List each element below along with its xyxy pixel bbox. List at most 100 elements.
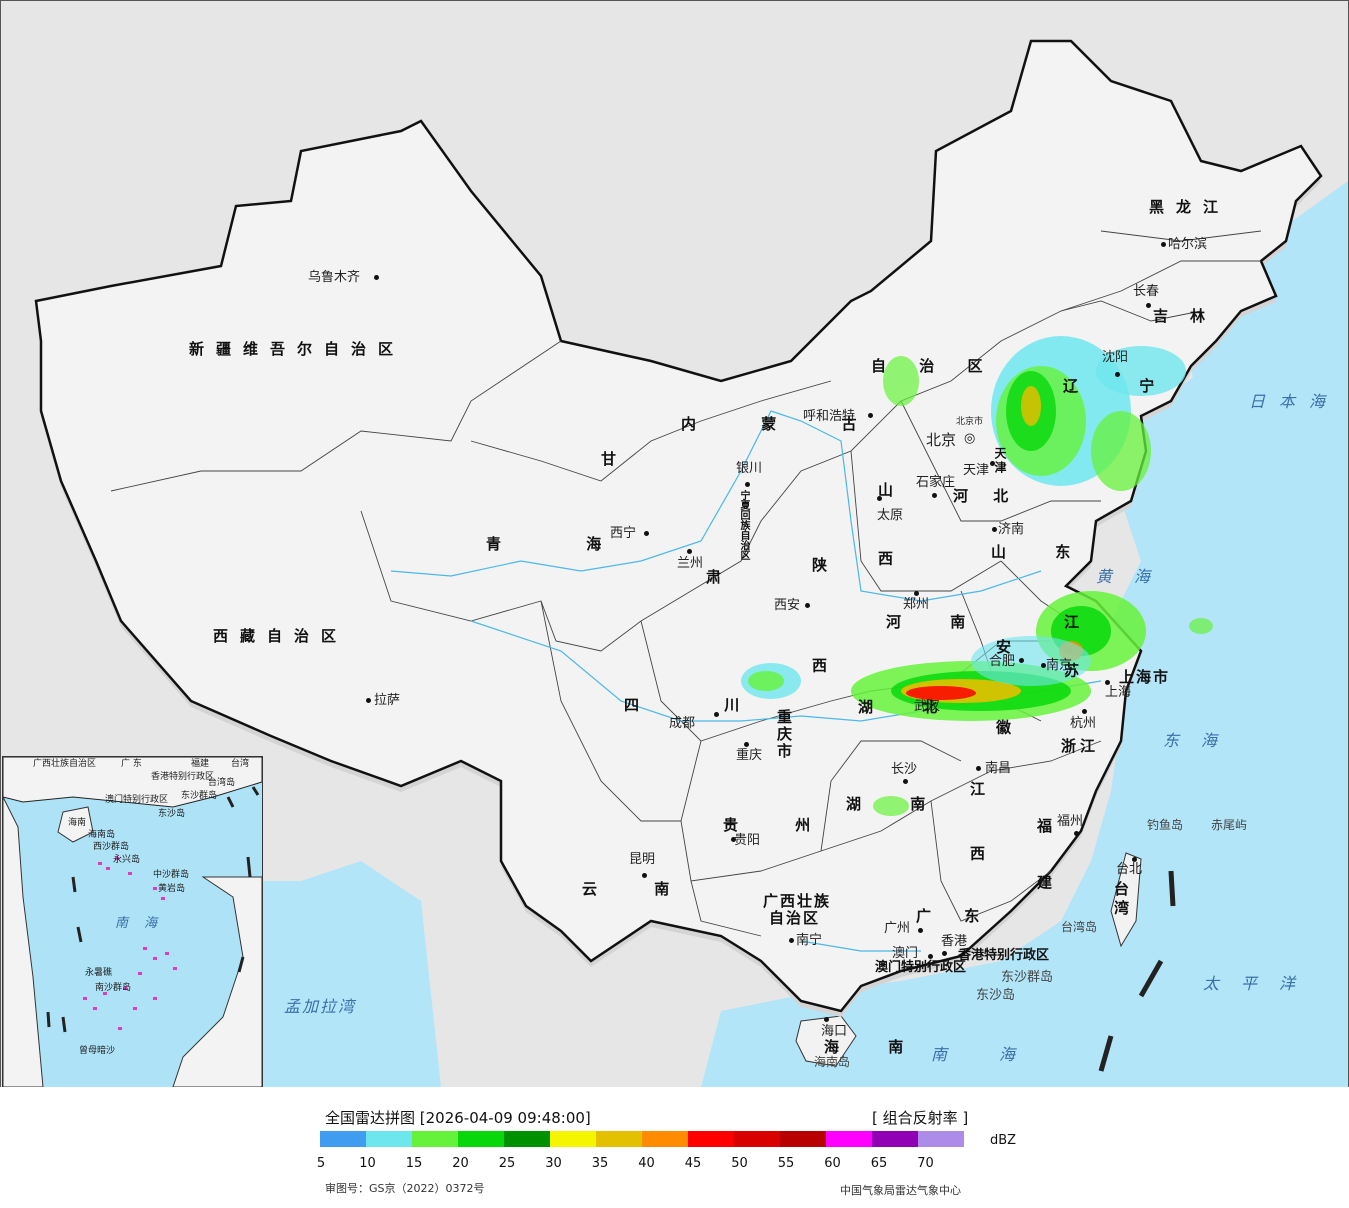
inset-hainan: 海南 (68, 818, 87, 828)
inset-hksar: 香港特别行政区 (151, 772, 215, 782)
province-label-gansu2: 肃 (706, 568, 734, 586)
legend-unit: dBZ (990, 1133, 1017, 1148)
province-label-guangxi: 广西壮族 (763, 892, 832, 910)
legend-swatch (596, 1131, 642, 1147)
city-dot-nanjing (1041, 663, 1046, 668)
nine-dash-segments (1098, 870, 1176, 1072)
city-nanning: 南宁 (796, 933, 823, 948)
city-dot-haikou (824, 1017, 829, 1022)
city-yinchuan: 银川 (736, 461, 763, 476)
province-label-jilin: 吉林 (1153, 307, 1228, 325)
province-label-shandong: 山 东 (991, 543, 1093, 561)
city-taibei: 台北 (1116, 862, 1143, 877)
legend-swatch (642, 1131, 688, 1147)
inset-taiwan: 台湾 (231, 759, 250, 769)
city-chengdu: 成都 (669, 716, 696, 731)
city-xining: 西宁 (610, 526, 637, 541)
inset-huangyan: 黄岩岛 (158, 884, 186, 894)
city-dot-hongkong (942, 951, 947, 956)
city-dot-xining (644, 531, 649, 536)
inset-fujian: 福建 (191, 759, 210, 769)
inset-south-sea: 南 海 (115, 916, 164, 931)
city-dot-tianjin (990, 461, 995, 466)
city-dot-changsha (903, 779, 908, 784)
legend-tick: 25 (498, 1156, 516, 1171)
legend-tick: 50 (731, 1156, 748, 1171)
city-dot-kunming (642, 873, 647, 878)
label-dongsha: 东沙岛 (976, 988, 1016, 1003)
city-tianjin: 天津 (963, 463, 990, 478)
city-kunming: 昆明 (629, 852, 656, 867)
province-label-ningxia: 宁夏回族自治区 (738, 490, 749, 560)
city-dot-zhengzhou (914, 591, 919, 596)
legend-tick: 65 (870, 1156, 888, 1171)
taiwan-island (1110, 852, 1142, 948)
city-dot-harbin (1161, 242, 1166, 247)
sea-yellow: 黄海 (1096, 567, 1173, 586)
inset-hainan-island: 海南岛 (88, 830, 116, 840)
legend-product: [ 组合反射率 ] (872, 1109, 969, 1127)
review-number: 审图号：GS京（2022）0372号 (325, 1182, 485, 1195)
city-taiyuan: 太原 (877, 508, 904, 523)
province-label-gansu: 甘 (601, 450, 629, 468)
legend-swatch (688, 1131, 734, 1147)
legend-swatch (366, 1131, 412, 1147)
city-dot-macau (928, 954, 933, 959)
city-harbin: 哈尔滨 (1168, 237, 1208, 252)
city-dot-urumqi (374, 275, 379, 280)
legend-swatch (826, 1131, 872, 1147)
city-nanchang: 南昌 (985, 761, 1012, 776)
city-haikou: 海口 (821, 1024, 848, 1039)
city-chongqing: 重庆 (736, 748, 763, 763)
city-dot-yinchuan (745, 482, 750, 487)
city-guiyang: 贵阳 (734, 833, 761, 848)
city-nanjing: 南京 (1046, 658, 1073, 673)
inset-dongsha: 东沙岛 (158, 809, 186, 819)
city-lhasa: 拉萨 (374, 693, 401, 708)
label-chiwei: 赤尾屿 (1211, 818, 1248, 832)
japan-sea-area (1181, 181, 1348, 521)
city-changchun: 长春 (1133, 284, 1160, 299)
city-wuhan: 武汉 (914, 699, 941, 714)
city-hongkong: 香港 (941, 934, 968, 949)
province-label-heilongjiang: 黑龙江 (1149, 198, 1231, 216)
province-label-sichuan: 四 川 (624, 696, 780, 714)
legend-swatch (550, 1131, 596, 1147)
city-dot-xian (805, 603, 810, 608)
province-label-fujian: 福 建 (1035, 818, 1053, 908)
legend-tick: 60 (824, 1156, 841, 1171)
province-label-hainan: 海 南 (824, 1038, 926, 1056)
city-hohhot: 呼和浩特 (803, 409, 856, 424)
city-jinan: 济南 (998, 522, 1025, 537)
inset-yongxing: 永兴岛 (113, 855, 141, 865)
sea-east: 东海 (1163, 731, 1240, 750)
legend-tick: 10 (359, 1156, 376, 1171)
legend: 全国雷达拼图 [2026-04-09 09:48:00] [ 组合反射率 ] d… (0, 1087, 1349, 1208)
city-dot-lhasa (366, 698, 371, 703)
legend-tick: 40 (638, 1156, 655, 1171)
province-label-shaanxi: 陕 西 (810, 557, 828, 713)
legend-swatch (412, 1131, 458, 1147)
label-beijing-small: 北京市 (956, 417, 984, 427)
city-dot-hohhot (868, 413, 873, 418)
label-dongsha-islands: 东沙群岛 (1001, 970, 1054, 985)
legend-tick: 20 (452, 1156, 469, 1171)
legend-swatch (320, 1131, 366, 1147)
label-hk-sar: 香港特别行政区 (958, 948, 1050, 963)
legend-swatch (504, 1131, 550, 1147)
sea-japan: 日本海 (1249, 392, 1340, 411)
city-hangzhou: 杭州 (1070, 716, 1097, 731)
legend-tick: 30 (545, 1156, 562, 1171)
province-label-guizhou: 贵 州 (723, 816, 837, 834)
city-dot-shanghai (1105, 680, 1110, 685)
label-taiwan-island: 台湾岛 (1061, 920, 1098, 934)
province-label-liaoning: 辽 宁 (1063, 377, 1183, 395)
radar-echoes (741, 336, 1213, 816)
province-label-chongqing: 重庆市 (775, 709, 793, 760)
label-diaoyu: 钓鱼岛 (1147, 818, 1184, 832)
inset-guangdong: 广 东 (121, 759, 142, 769)
city-dot-changchun (1146, 303, 1151, 308)
legend-swatch (458, 1131, 504, 1147)
city-shanghai: 上海 (1105, 685, 1132, 700)
city-beijing: 北京 (926, 431, 957, 449)
